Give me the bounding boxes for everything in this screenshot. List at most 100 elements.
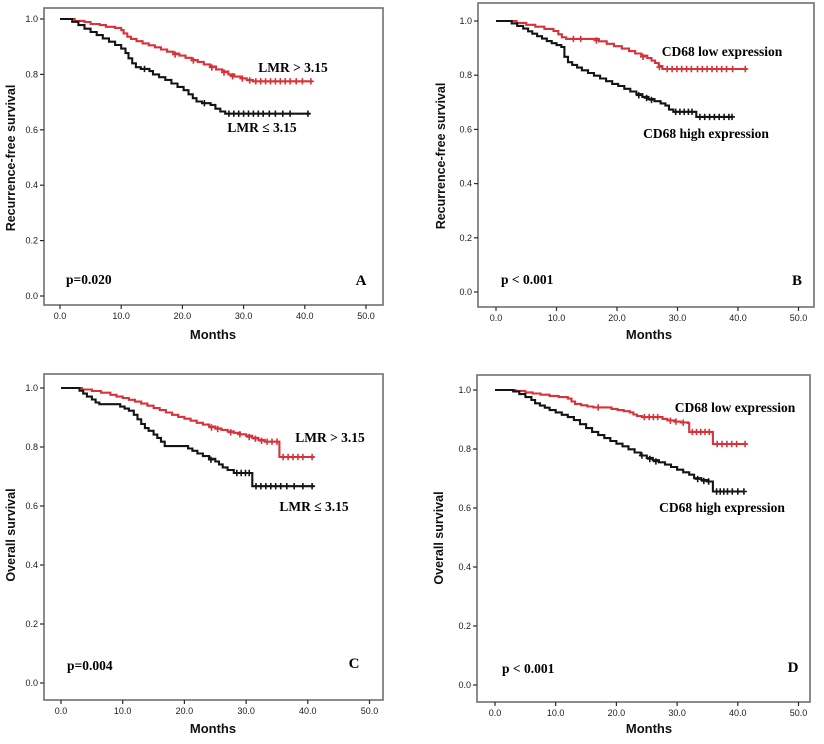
y-tick-label: 0.6 <box>25 501 38 511</box>
series-label: LMR > 3.15 <box>295 430 365 445</box>
y-tick-label: 0.6 <box>458 503 471 513</box>
x-tick-label: 20.0 <box>176 706 194 716</box>
y-tick-label: 0.0 <box>459 287 472 297</box>
km-plot-b: 0.0 10.0 20.0 30.0 40.0 50.0 0.0 0.2 0.4 0.6 0.8 1.… <box>434 2 815 342</box>
x-tick-label: 50.0 <box>790 313 808 323</box>
panel-letter: C <box>349 656 360 672</box>
censor-marks-black-c <box>207 456 316 490</box>
x-tick-label: 30.0 <box>669 313 687 323</box>
panel-letter: B <box>792 273 802 289</box>
plot-border-b <box>477 2 815 308</box>
x-tick-label: 40.0 <box>299 706 317 716</box>
series-label: LMR > 3.15 <box>258 60 328 75</box>
y-axis-label: Overall survival <box>432 491 446 584</box>
p-value-label: p < 0.001 <box>502 661 555 676</box>
y-tick-label: 1.0 <box>458 385 471 395</box>
x-tick-label: 30.0 <box>237 706 255 716</box>
x-axis-label: Months <box>190 721 236 736</box>
y-tick-label: 0.4 <box>25 560 38 570</box>
km-curve-red-b <box>496 19 748 71</box>
y-tick-label: 0.2 <box>459 233 472 243</box>
y-axis-label: Recurrence-free survival <box>4 85 18 232</box>
plot-border-d <box>476 374 811 703</box>
x-tick-label: 10.0 <box>548 313 566 323</box>
x-tick-label: 10.0 <box>114 706 132 716</box>
x-tick-label: 40.0 <box>729 313 747 323</box>
censor-marks-black-b <box>635 92 735 121</box>
panel-d-overall-survival-cd68: 0.0 10.0 20.0 30.0 40.0 50.0 0.0 0.2 0.4 0.6 0.8 1.… <box>412 372 824 744</box>
p-value-label: p=0.020 <box>66 272 112 287</box>
p-value-label: p < 0.001 <box>501 272 554 287</box>
y-tick-label: 0.2 <box>25 236 38 246</box>
series-label: LMR ≤ 3.15 <box>227 120 297 135</box>
km-curve-black-b <box>496 19 734 118</box>
x-tick-label: 50.0 <box>361 706 379 716</box>
km-curve-black-c <box>61 386 314 488</box>
y-tick-label: 0.2 <box>458 621 471 631</box>
x-tick-label: 0.0 <box>489 708 502 718</box>
censor-marks-red-b <box>570 35 749 73</box>
x-tick-label: 50.0 <box>357 311 375 321</box>
x-tick-label: 20.0 <box>608 313 626 323</box>
km-curve-red-a <box>60 17 313 83</box>
x-tick-label: 30.0 <box>235 311 253 321</box>
p-value-label: p=0.004 <box>67 658 113 673</box>
x-tick-label: 50.0 <box>790 708 808 718</box>
y-tick-label: 0.8 <box>458 444 471 454</box>
y-axis-label: Overall survival <box>4 488 18 581</box>
panel-letter: A <box>356 273 367 289</box>
y-tick-label: 0.8 <box>25 69 38 79</box>
y-tick-label: 0.0 <box>25 678 38 688</box>
censor-marks-black-d <box>638 452 747 495</box>
y-tick-label: 0.4 <box>25 180 38 190</box>
x-tick-label: 0.0 <box>55 706 68 716</box>
panel-a-recurrence-free-survival-lmr: 0.0 10.0 20.0 30.0 40.0 50.0 0.0 0.2 0.4 0.6 0.8 1.… <box>0 0 412 372</box>
x-tick-label: 10.0 <box>112 311 130 321</box>
censor-marks-red-a <box>172 51 314 85</box>
km-plot-a: 0.0 10.0 20.0 30.0 40.0 50.0 0.0 0.2 0.4 0.6 0.8 1.… <box>4 7 384 342</box>
x-axis-label: Months <box>626 327 672 342</box>
panel-b-recurrence-free-survival-cd68: 0.0 10.0 20.0 30.0 40.0 50.0 0.0 0.2 0.4 0.6 0.8 1.… <box>412 0 824 372</box>
y-tick-label: 0.4 <box>459 179 472 189</box>
x-tick-label: 30.0 <box>668 708 686 718</box>
y-tick-label: 0.8 <box>459 70 472 80</box>
x-tick-label: 40.0 <box>296 311 314 321</box>
km-curve-black-d <box>495 388 744 493</box>
plot-border-a <box>43 7 384 306</box>
y-tick-label: 0.0 <box>458 680 471 690</box>
x-tick-label: 40.0 <box>729 708 747 718</box>
y-tick-label: 1.0 <box>25 383 38 393</box>
x-tick-label: 20.0 <box>174 311 192 321</box>
series-label: CD68 high expression <box>659 500 785 515</box>
series-label: LMR ≤ 3.15 <box>279 499 349 514</box>
y-tick-label: 0.6 <box>459 124 472 134</box>
plot-border-c <box>43 373 384 701</box>
y-tick-label: 0.6 <box>25 125 38 135</box>
y-axis-label: Recurrence-free survival <box>434 83 448 230</box>
series-label: CD68 low expression <box>675 400 796 415</box>
y-tick-label: 0.8 <box>25 442 38 452</box>
y-tick-label: 1.0 <box>459 16 472 26</box>
km-curve-red-d <box>495 388 747 446</box>
series-label: CD68 high expression <box>643 126 769 141</box>
x-tick-label: 0.0 <box>490 313 503 323</box>
x-tick-label: 0.0 <box>54 311 67 321</box>
panel-letter: D <box>788 660 799 676</box>
y-tick-label: 0.4 <box>458 562 471 572</box>
y-tick-label: 0.2 <box>25 619 38 629</box>
x-tick-label: 10.0 <box>547 708 565 718</box>
censor-marks-red-c <box>208 424 316 461</box>
y-tick-label: 0.0 <box>25 291 38 301</box>
censor-marks-black-a <box>141 65 311 117</box>
km-curve-black-a <box>60 17 310 115</box>
km-plot-d: 0.0 10.0 20.0 30.0 40.0 50.0 0.0 0.2 0.4 0.6 0.8 1.… <box>432 374 811 736</box>
km-plot-c: 0.0 10.0 20.0 30.0 40.0 50.0 0.0 0.2 0.4 0.6 0.8 1.… <box>4 373 384 736</box>
km-curve-red-c <box>61 386 314 459</box>
series-label: CD68 low expression <box>662 44 783 59</box>
y-tick-label: 1.0 <box>25 14 38 24</box>
x-axis-label: Months <box>190 327 236 342</box>
x-tick-label: 20.0 <box>608 708 626 718</box>
x-axis-label: Months <box>626 721 672 736</box>
panel-c-overall-survival-lmr: 0.0 10.0 20.0 30.0 40.0 50.0 0.0 0.2 0.4 0.6 0.8 1.… <box>0 372 412 744</box>
